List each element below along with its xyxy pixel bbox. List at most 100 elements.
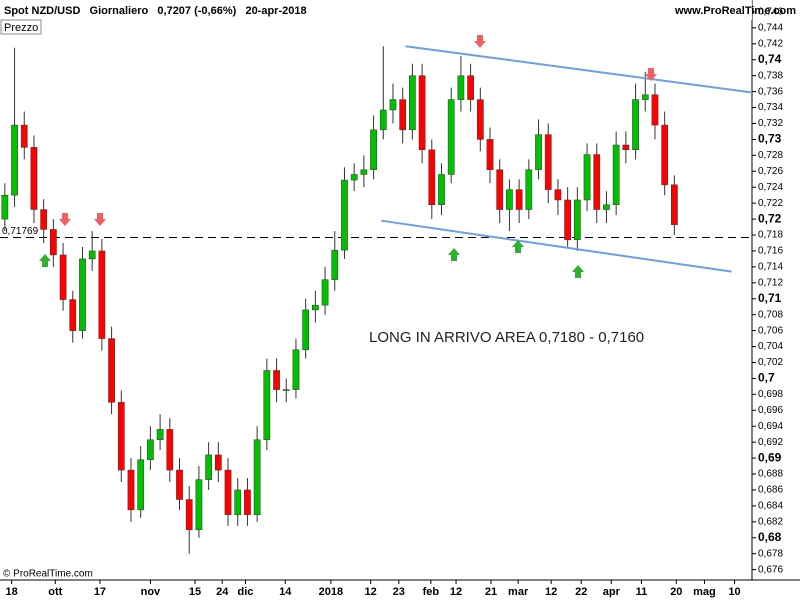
- y-tick-label: 0,676: [758, 564, 783, 575]
- y-tick-label: 0,696: [758, 405, 783, 416]
- y-tick-label: 0,736: [758, 86, 783, 97]
- x-tick-label: 21: [485, 586, 497, 598]
- candle-body: [671, 184, 678, 225]
- x-tick-label: 17: [94, 586, 106, 598]
- header-bg: [0, 0, 752, 20]
- y-tick-label: 0,686: [758, 485, 783, 496]
- x-tick-label: 22: [575, 586, 587, 598]
- y-tick-label: 0,706: [758, 325, 783, 336]
- y-tick-label: 0,73: [758, 132, 782, 146]
- candle-body: [370, 129, 377, 170]
- candle-body: [593, 154, 601, 210]
- x-tick-label: 12: [365, 586, 377, 598]
- y-tick-label: 0,704: [758, 341, 783, 352]
- candle-body: [176, 469, 183, 500]
- buy-arrow: [512, 240, 524, 253]
- y-tick-label: 0,726: [758, 166, 783, 177]
- candle-body: [321, 279, 329, 306]
- candle-body: [418, 75, 426, 151]
- candle-body: [244, 489, 251, 515]
- candle-body: [50, 229, 57, 256]
- y-tick-label: 0,734: [758, 102, 783, 113]
- candle-body: [360, 169, 368, 175]
- candle-body: [457, 75, 465, 100]
- x-tick-label: 23: [393, 586, 405, 598]
- x-tick-label: 11: [636, 586, 648, 598]
- y-tick-label: 0,724: [758, 182, 783, 193]
- candle-body: [476, 99, 484, 140]
- chart-title: Spot NZD/USD Giornaliero 0,7207 (-0,66%)…: [4, 5, 307, 17]
- y-tick-label: 0,712: [758, 277, 783, 288]
- x-tick-label: 12: [450, 586, 462, 598]
- sell-arrow: [645, 68, 657, 81]
- x-tick-label: dic: [238, 586, 254, 598]
- y-tick-label: 0,698: [758, 389, 783, 400]
- y-tick-label: 0,684: [758, 501, 783, 512]
- x-tick-label: 18: [6, 586, 18, 598]
- y-tick-label: 0,714: [758, 262, 783, 273]
- candle-body: [253, 439, 261, 515]
- trend-line: [381, 219, 732, 273]
- candle-body: [282, 389, 290, 391]
- candle-body: [467, 75, 474, 100]
- candle-body: [214, 454, 222, 471]
- candle-body: [185, 499, 193, 531]
- candle-body: [147, 439, 154, 460]
- candle-body: [661, 124, 669, 186]
- candle-body: [350, 174, 358, 181]
- x-tick-label: apr: [603, 586, 621, 598]
- candle-body: [331, 249, 339, 280]
- candle-body: [622, 144, 630, 151]
- candle-body: [544, 134, 552, 190]
- y-tick-label: 0,738: [758, 70, 783, 81]
- y-tick-label: 0,72: [758, 211, 782, 225]
- x-tick-label: ott: [48, 586, 62, 598]
- y-tick-label: 0,71: [758, 291, 782, 305]
- candle-body: [554, 189, 562, 201]
- buy-arrow: [448, 248, 460, 261]
- y-tick-label: 0,728: [758, 150, 783, 161]
- x-tick-label: 14: [279, 586, 292, 598]
- candle-body: [573, 199, 581, 241]
- signals: [39, 35, 657, 278]
- x-tick-label: 24: [216, 586, 229, 598]
- candle-body: [40, 209, 48, 230]
- trend-line: [405, 45, 752, 94]
- candle-body: [117, 402, 125, 471]
- candle-body: [302, 309, 310, 351]
- candle-body: [88, 250, 96, 260]
- candle-body: [224, 469, 232, 515]
- candle-body: [399, 99, 407, 131]
- sell-arrow: [474, 35, 486, 48]
- source: www.ProRealTime.com: [674, 5, 796, 17]
- candle-body: [195, 479, 203, 531]
- buy-arrow: [572, 265, 584, 278]
- candle-body: [428, 149, 436, 206]
- y-tick-label: 0,74: [758, 52, 782, 66]
- y-tick-label: 0,742: [758, 38, 783, 49]
- x-tick-label: 12: [545, 586, 557, 598]
- sell-arrow: [59, 213, 71, 226]
- sell-arrow: [94, 213, 106, 226]
- candle-body: [496, 169, 504, 210]
- candle-body: [30, 147, 38, 210]
- candle-body: [583, 154, 591, 201]
- x-tick-label: 20: [670, 586, 682, 598]
- y-tick-label: 0,68: [758, 530, 782, 544]
- candle-body: [1, 194, 9, 220]
- x-tick-label: 10: [728, 586, 740, 598]
- candle-body: [641, 94, 649, 100]
- x-tick-label: mag: [693, 586, 716, 598]
- candle-body: [311, 304, 319, 311]
- candle-body: [69, 299, 77, 331]
- y-tick-label: 0,678: [758, 548, 783, 559]
- level-label: 0,71769: [2, 226, 39, 237]
- candle-body: [234, 489, 242, 515]
- y-tick-label: 0,732: [758, 118, 783, 129]
- y-tick-label: 0,744: [758, 23, 783, 34]
- candle-body: [486, 139, 494, 170]
- buy-arrow: [39, 254, 51, 267]
- candle-body: [137, 459, 145, 511]
